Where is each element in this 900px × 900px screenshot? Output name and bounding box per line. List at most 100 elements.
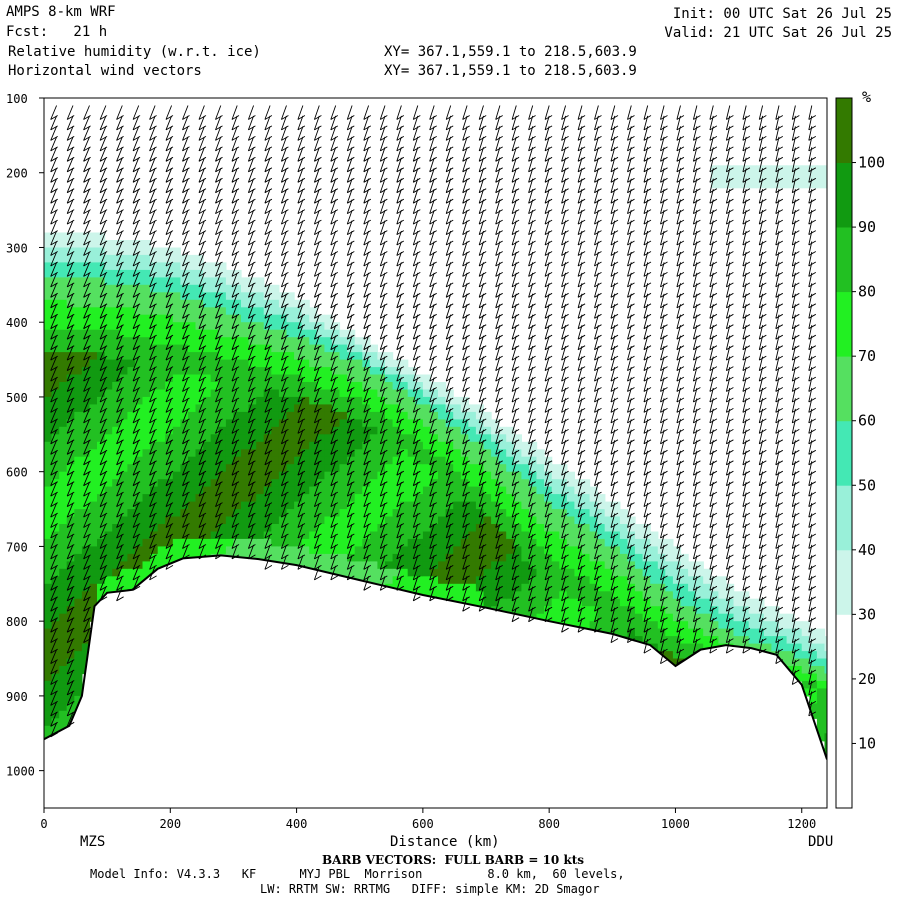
rh-cell [286,464,295,473]
wind-barb-shaft [132,429,140,444]
rh-cell [672,591,682,600]
wind-barb-shaft [83,262,90,277]
rh-cell [104,292,113,301]
rh-cell [544,538,553,547]
rh-cell [44,486,53,495]
wind-barb-flag [330,125,339,131]
wind-barb-shaft [313,481,320,497]
wind-barb-shaft [231,544,238,560]
rh-cell [218,524,227,533]
rh-cell [498,494,507,503]
rh-cell [66,553,75,562]
rh-cell [422,538,432,547]
wind-barb-shaft [116,544,123,560]
wind-barb-flag [248,512,256,518]
rh-cell [339,434,348,443]
rh-cell [286,501,295,510]
rh-cell [445,546,454,555]
rh-cell [233,494,242,503]
wind-barb-shaft [198,492,205,507]
wind-barb-shaft [247,241,255,256]
rh-cell [642,546,651,555]
rh-cell [483,479,492,488]
wind-barb-flag [264,292,273,298]
wind-barb-flag [314,408,322,413]
rh-cell [710,591,719,600]
wind-barb-shaft [280,544,287,560]
rh-cell [97,591,106,600]
rh-cell [112,419,121,428]
rh-cell [331,337,341,346]
rh-cell [483,568,492,577]
rh-cell [263,456,272,465]
wind-barb-flag [248,167,256,173]
rh-cell [44,598,53,607]
rh-cell [468,404,477,413]
rh-cell [218,337,227,346]
rh-cell [316,449,325,458]
rh-cell [309,404,318,413]
rh-cell [81,583,91,592]
rh-cell [172,352,181,361]
rh-cell [521,501,530,510]
rh-cell [225,516,235,525]
rh-cell [309,553,318,562]
rh-cell [589,486,598,495]
wind-barb-shaft [132,492,140,507]
rh-cell [309,546,318,555]
wind-barb-flag [248,418,256,424]
wind-barb-shaft [363,230,370,246]
rh-cell [134,456,144,465]
wind-barb-shaft [313,272,320,288]
wind-barb-flag [297,313,306,319]
wind-barb-shaft [132,293,140,308]
rh-cell [74,501,83,510]
rh-cell [771,172,780,181]
rh-cell [407,561,416,570]
rh-cell [483,553,492,562]
rh-cell [475,464,485,473]
rh-cell [566,561,575,570]
rh-cell [112,269,121,278]
wind-barb-shaft [346,178,353,193]
wind-barb-shaft [297,126,304,141]
rh-cell [430,524,439,533]
rh-cell [172,389,181,398]
rh-cell [468,449,477,458]
wind-barb-shaft [198,471,205,486]
rh-cell [301,449,310,458]
rh-cell [210,367,219,376]
rh-cell [475,411,485,420]
rh-cell [309,374,318,383]
wind-barb-shaft [346,429,353,444]
rh-cell [369,374,378,383]
wind-barb-flag [281,282,289,288]
rh-cell [438,501,447,510]
rh-cell [104,322,113,331]
wind-barb-shaft [132,387,140,403]
wind-barb-shaft [83,345,90,361]
rh-cell [536,606,545,615]
wind-barb-shaft [198,115,205,131]
rh-cell [150,471,159,480]
wind-barb-shaft [297,408,304,424]
rh-cell [66,576,75,585]
rh-cell [119,314,128,323]
rh-cell [241,501,250,510]
rh-cell [612,598,621,607]
wind-barb-shaft [50,356,58,371]
wind-barb-shaft [66,283,74,298]
wind-barb-flag [281,470,289,476]
rh-cell [188,329,197,338]
wind-barb-flag [363,481,372,487]
wind-barb-shaft [215,523,222,539]
wind-barb-flag [363,439,372,445]
rh-cell [294,471,303,480]
wind-barb-shaft [83,481,90,497]
wind-barb-shaft [313,492,320,507]
rh-cell [142,359,151,368]
wind-barb-shaft [297,419,304,434]
wind-barb-flag [380,230,388,235]
wind-barb-flag [231,251,240,256]
rh-cell [233,524,242,533]
